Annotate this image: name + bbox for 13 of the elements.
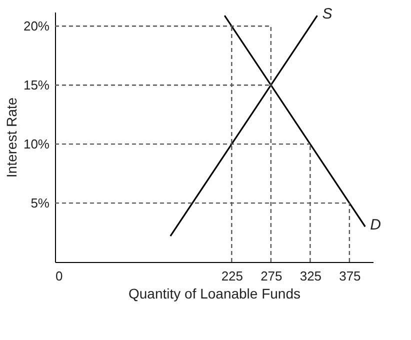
series-label: S [322, 6, 332, 23]
x-tick-label: 325 [300, 268, 322, 284]
series-label: D [370, 216, 382, 234]
x-tick-label: 275 [260, 268, 282, 284]
x-tick-label: 375 [339, 268, 361, 284]
y-axis-title: Interest Rate [3, 97, 20, 178]
x-tick-label: 225 [221, 268, 244, 284]
y-tick-label: 10% [23, 136, 50, 152]
y-tick-label: 15% [23, 78, 50, 93]
x-tick-label: 0 [56, 268, 63, 284]
y-tick-label: 20% [23, 18, 50, 34]
y-tick-label: 5% [30, 196, 50, 211]
x-axis-title: Quantity of Loanable Funds [128, 286, 301, 302]
